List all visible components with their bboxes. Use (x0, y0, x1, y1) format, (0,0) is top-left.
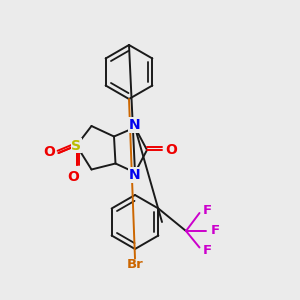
Text: Br: Br (127, 257, 143, 271)
Text: F: F (202, 244, 211, 257)
Text: O: O (68, 170, 80, 184)
Text: F: F (211, 224, 220, 238)
Text: O: O (166, 143, 178, 157)
Text: F: F (202, 203, 211, 217)
Text: N: N (129, 118, 141, 132)
Text: N: N (129, 168, 141, 182)
Text: S: S (71, 139, 82, 152)
Text: O: O (44, 145, 56, 158)
